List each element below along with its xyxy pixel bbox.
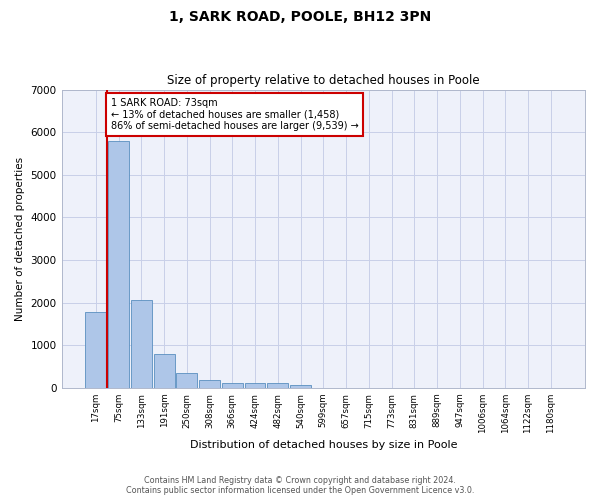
Y-axis label: Number of detached properties: Number of detached properties bbox=[15, 156, 25, 321]
Text: 1 SARK ROAD: 73sqm
← 13% of detached houses are smaller (1,458)
86% of semi-deta: 1 SARK ROAD: 73sqm ← 13% of detached hou… bbox=[110, 98, 358, 132]
Bar bbox=[131, 300, 152, 388]
X-axis label: Distribution of detached houses by size in Poole: Distribution of detached houses by size … bbox=[190, 440, 457, 450]
Bar bbox=[268, 384, 288, 388]
Bar bbox=[290, 385, 311, 388]
Bar bbox=[85, 312, 106, 388]
Bar bbox=[108, 140, 129, 388]
Bar bbox=[222, 382, 243, 388]
Text: Contains HM Land Registry data © Crown copyright and database right 2024.
Contai: Contains HM Land Registry data © Crown c… bbox=[126, 476, 474, 495]
Bar bbox=[176, 374, 197, 388]
Bar bbox=[154, 354, 175, 388]
Text: 1, SARK ROAD, POOLE, BH12 3PN: 1, SARK ROAD, POOLE, BH12 3PN bbox=[169, 10, 431, 24]
Bar bbox=[199, 380, 220, 388]
Bar bbox=[245, 383, 265, 388]
Title: Size of property relative to detached houses in Poole: Size of property relative to detached ho… bbox=[167, 74, 479, 87]
